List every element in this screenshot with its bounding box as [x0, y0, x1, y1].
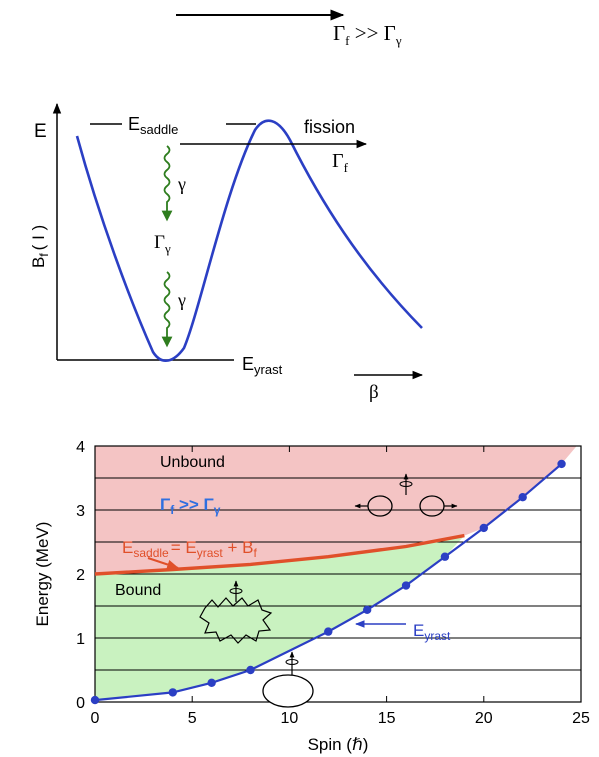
gamma-label-1: γ: [177, 174, 186, 194]
bound-label: Bound: [115, 582, 161, 599]
yrast-point: [246, 665, 255, 675]
yrast-point: [518, 493, 527, 502]
bound-region: [95, 535, 465, 701]
e-axis-label: E: [34, 121, 47, 142]
saddle-pointer-arrow: [147, 557, 180, 570]
beta-label: β: [369, 382, 379, 403]
saddle-equation-label: Esaddle = Eyrast + Bf: [122, 538, 257, 560]
yrast-points: [90, 459, 566, 705]
yrast-point: [207, 678, 216, 687]
saddle-label: Esaddle: [128, 114, 178, 137]
gamma-f-label: Γf: [332, 150, 349, 175]
yrast-curve-label: Eyrast: [413, 621, 451, 643]
y-tick-label: 0: [76, 695, 85, 712]
fission-label: fission: [304, 117, 355, 137]
gamma-label-2: γ: [177, 290, 186, 310]
yrast-point: [90, 695, 100, 705]
x-tick-label: 20: [475, 710, 493, 727]
deformed-nucleus-pictogram: [199, 580, 273, 644]
y-tick-label: 4: [76, 439, 85, 456]
level-lines: [95, 477, 581, 671]
fission-fragments-pictogram: [354, 473, 458, 517]
condition-label: Γf >> Γγ: [160, 495, 221, 517]
unbound-label: Unbound: [160, 454, 225, 471]
gamma-emission-arrow-1: [161, 145, 173, 222]
y-axis-label: Energy (MeV): [33, 522, 52, 627]
rotating-nucleus-pictogram: [262, 651, 314, 708]
potential-diagram: E Bf( I ) Esaddle fission Γf γ Γγ γ Eyra…: [29, 102, 424, 403]
fission-barrier-curve: [75, 119, 423, 362]
gamma-emission-arrow-2: [161, 271, 173, 348]
x-tick-label: 0: [91, 710, 100, 727]
x-tick-label: 10: [281, 710, 299, 727]
yrast-point: [557, 459, 566, 469]
x-tick-label: 15: [378, 710, 396, 727]
yrast-chart: 0 5 10 15 20 25 0 1 2 3 4 Unbound Γf >> Γγ Esaddl…: [33, 439, 590, 754]
saddle-curve: [94, 533, 465, 576]
barrier-axis-label: Bf( I ): [29, 225, 51, 268]
gamma-gamma-label: Γγ: [154, 232, 171, 256]
x-axis-label: Spin (ℏ): [308, 735, 369, 754]
y-tick-label: 3: [76, 503, 85, 520]
y-tick-label: 2: [76, 567, 85, 584]
yrast-point: [324, 627, 333, 636]
y-tick-label: 1: [76, 631, 85, 648]
yrast-point: [440, 552, 450, 561]
top-condition-label: Γf >> Γγ: [333, 21, 402, 48]
yrast-point: [479, 523, 488, 533]
yrast-point: [362, 605, 372, 615]
top-condition: Γf >> Γγ: [176, 9, 402, 48]
yrast-point: [401, 581, 411, 590]
x-tick-label: 25: [572, 710, 590, 727]
yrast-point: [168, 688, 177, 697]
yrast-label: Eyrast: [242, 354, 283, 377]
x-tick-label: 5: [188, 710, 197, 727]
